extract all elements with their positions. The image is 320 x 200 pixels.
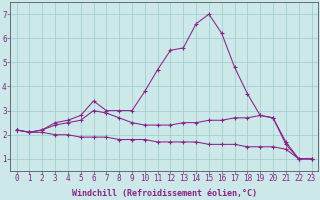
X-axis label: Windchill (Refroidissement éolien,°C): Windchill (Refroidissement éolien,°C) (72, 189, 257, 198)
